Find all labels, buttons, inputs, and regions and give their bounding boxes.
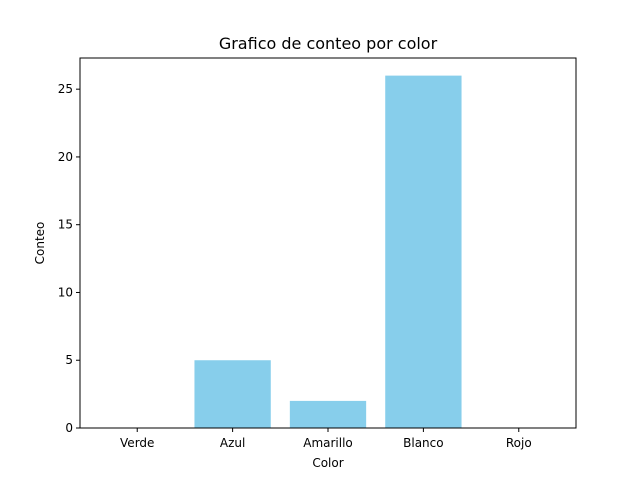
y-tick-label: 25 xyxy=(58,82,73,96)
bar-amarillo xyxy=(289,400,367,428)
bar-blanco xyxy=(385,75,462,428)
y-tick-label: 20 xyxy=(58,150,73,164)
x-tick-label: Verde xyxy=(120,436,154,450)
y-tick-label: 10 xyxy=(58,285,73,299)
y-tick-label: 0 xyxy=(65,421,73,435)
x-tick-label: Blanco xyxy=(403,436,443,450)
chart-title: Grafico de conteo por color xyxy=(219,34,438,53)
y-axis-ticks: 0 5 10 15 20 25 xyxy=(58,82,80,435)
x-tick-label: Azul xyxy=(220,436,245,450)
y-tick-label: 5 xyxy=(65,353,73,367)
bars-layer xyxy=(194,75,462,428)
y-tick-label: 15 xyxy=(58,218,73,232)
x-tick-label: Amarillo xyxy=(303,436,353,450)
x-tick-label: Rojo xyxy=(506,436,532,450)
x-axis-label: Color xyxy=(312,456,343,470)
bar-azul xyxy=(194,360,271,428)
x-axis-ticks: Verde Azul Amarillo Blanco Rojo xyxy=(120,428,532,450)
y-axis-label: Conteo xyxy=(33,222,47,265)
plot-frame xyxy=(79,57,577,429)
